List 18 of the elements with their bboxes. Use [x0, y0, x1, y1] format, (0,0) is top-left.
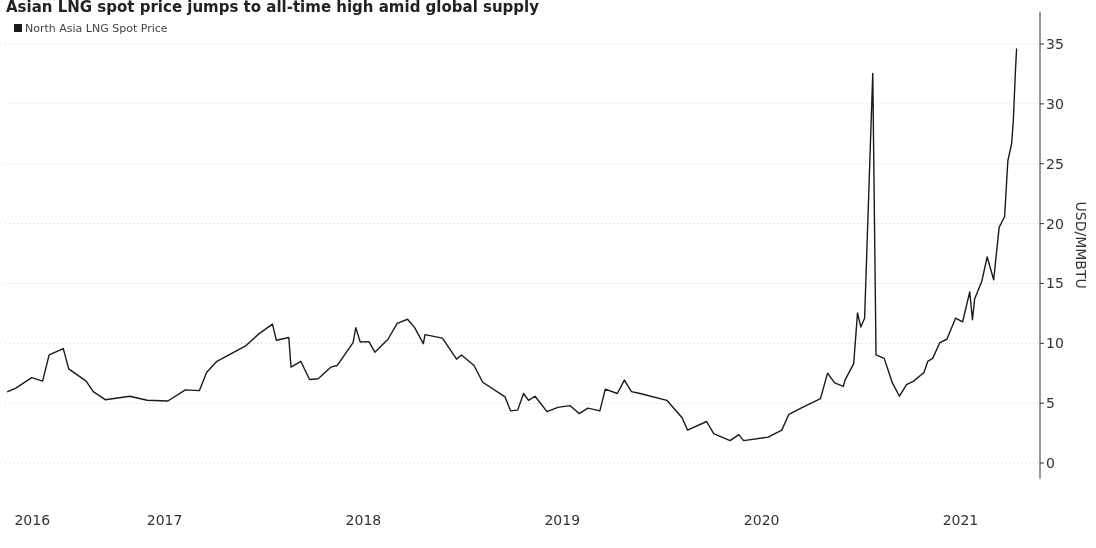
y-tick-label: 15 [1046, 275, 1064, 292]
x-tick-label: 2020 [743, 512, 780, 528]
legend-label: North Asia LNG Spot Price [25, 22, 168, 35]
x-tick-label: 2017 [146, 512, 183, 528]
x-tick-label: 2016 [14, 512, 51, 528]
line-series [7, 48, 1018, 442]
y-tick-label: 30 [1046, 95, 1064, 112]
x-tick-label: 2018 [345, 512, 382, 528]
y-tick-label: 25 [1046, 155, 1064, 172]
x-tick-label: 2021 [942, 512, 979, 528]
x-tick-label: 2019 [544, 512, 581, 528]
y-tick-label: 35 [1046, 35, 1064, 52]
y-tick-label: 5 [1046, 395, 1055, 412]
y-tick-label: 10 [1046, 335, 1064, 352]
y-tick-label: 0 [1046, 454, 1055, 471]
y-tick-label: 20 [1046, 215, 1064, 232]
y-axis-title: USD/MMBTU [1073, 201, 1089, 289]
chart-title: Asian LNG spot price jumps to all-time high amid global supply [6, 0, 540, 16]
